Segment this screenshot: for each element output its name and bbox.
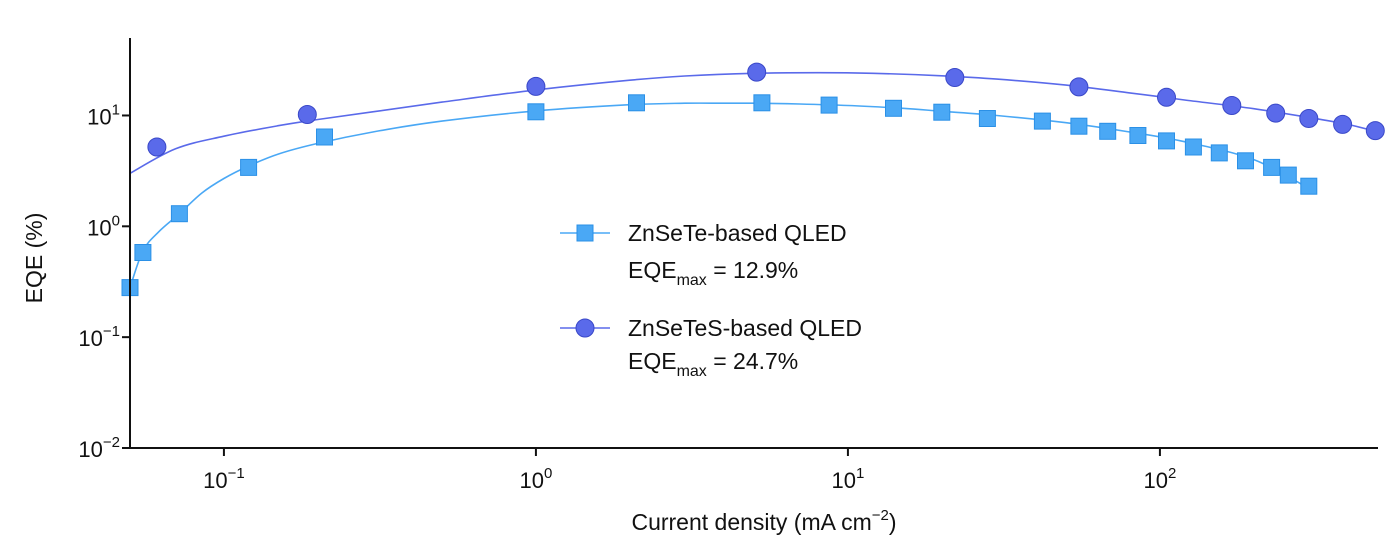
x-ticks: 10−1 100 101 102 — [203, 448, 1176, 493]
y-tick-label: 100 — [87, 212, 120, 240]
data-point-square — [1070, 117, 1088, 135]
y-tick-label: 101 — [87, 101, 120, 129]
y-tick-label: 10−2 — [78, 434, 120, 462]
data-point-square — [134, 244, 152, 261]
legend-marker-square — [576, 224, 594, 242]
y-axis-title: EQE (%) — [21, 213, 47, 304]
data-point-square — [1210, 144, 1228, 162]
data-point-square — [1263, 158, 1281, 176]
data-point-square — [885, 99, 902, 117]
data-point-circle — [526, 76, 546, 96]
y-tick-label: 10−1 — [78, 323, 120, 351]
data-point-square — [1279, 166, 1297, 184]
data-point-square — [753, 94, 771, 112]
legend-eqemax-znseteS: EQEmax = 24.7% — [628, 348, 798, 380]
data-point-square — [628, 94, 645, 112]
data-point-circle — [147, 137, 167, 157]
legend-marker-circle — [575, 318, 595, 338]
data-point-square — [933, 103, 951, 121]
data-point-circle — [297, 105, 317, 124]
x-axis-title: Current density (mA cm−2) — [631, 507, 896, 535]
legend-eqemax-znsete: EQEmax = 12.9% — [628, 257, 798, 289]
data-point-circle — [1069, 77, 1089, 97]
data-point-circle — [1157, 87, 1176, 107]
data-markers — [121, 62, 1385, 297]
legend-entry-znseteS: ZnSeTeS-based QLED EQEmax = 24.7% — [560, 315, 862, 380]
data-point-square — [240, 158, 258, 176]
data-point-circle — [945, 68, 965, 87]
data-point-circle — [1365, 121, 1385, 141]
y-ticks: 10−2 10−1 100 101 — [78, 101, 130, 462]
legend-entry-znsete: ZnSeTe-based QLED EQEmax = 12.9% — [560, 220, 847, 289]
data-point-circle — [747, 62, 767, 82]
data-point-square — [1237, 152, 1254, 170]
x-tick-label: 10−1 — [203, 465, 245, 493]
axes: 10−1 100 101 102 10−2 10−1 100 101 — [78, 38, 1378, 493]
legend: ZnSeTe-based QLED EQEmax = 12.9% ZnSeTeS… — [560, 220, 862, 380]
fit-curve-series-0 — [129, 102, 1310, 288]
legend-label-znsete: ZnSeTe-based QLED — [628, 220, 847, 246]
data-point-square — [1033, 112, 1051, 130]
data-point-square — [1099, 122, 1117, 140]
legend-label-znseteS: ZnSeTeS-based QLED — [628, 315, 862, 341]
data-point-square — [1129, 127, 1147, 144]
data-point-square — [1158, 132, 1175, 150]
data-point-circle — [1266, 103, 1286, 123]
x-tick-label: 102 — [1144, 465, 1177, 493]
data-point-circle — [1333, 114, 1353, 134]
fit-curve-series-1 — [129, 71, 1379, 175]
data-point-square — [820, 96, 838, 114]
data-point-square — [1300, 177, 1318, 195]
data-point-square — [316, 128, 333, 146]
data-point-square — [1184, 138, 1202, 156]
x-tick-label: 100 — [520, 465, 553, 493]
data-point-square — [170, 205, 188, 223]
data-point-square — [978, 110, 996, 127]
data-point-circle — [1222, 96, 1242, 115]
data-point-square — [527, 103, 545, 121]
x-tick-label: 101 — [832, 465, 865, 493]
data-point-circle — [1299, 109, 1319, 128]
